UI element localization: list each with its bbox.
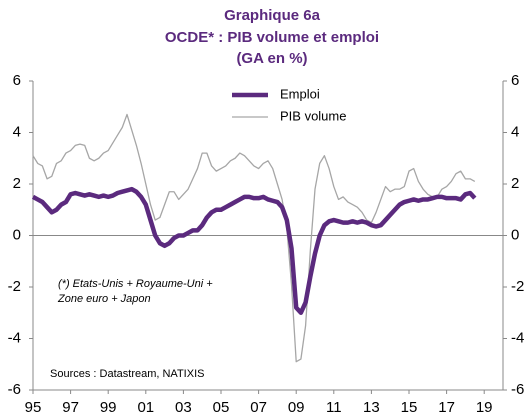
x-tick-label: 17	[438, 399, 455, 416]
data-line	[31, 186, 477, 315]
y2-tick-label: 4	[511, 123, 519, 140]
x-tick-label: 95	[25, 399, 42, 416]
x-tick-label: 03	[175, 399, 192, 416]
y2-tick-label: 0	[511, 226, 519, 243]
x-tick-label: 19	[476, 399, 493, 416]
source: Sources : Datastream, NATIXIS	[50, 368, 204, 380]
y-tick-label: -6	[8, 381, 21, 398]
x-tick-label: 07	[250, 399, 267, 416]
chart-title: Graphique 6a	[224, 7, 321, 24]
y2-tick-label: -4	[511, 329, 524, 346]
y-tick-label: 0	[13, 226, 21, 243]
y-tick-label: 2	[13, 175, 21, 192]
annotation: (*) Etats-Unis + Royaume-Uni +	[58, 278, 213, 290]
y2-tick-label: -2	[511, 278, 524, 295]
y-tick-label: -2	[8, 278, 21, 295]
y2-tick-label: 2	[511, 175, 519, 192]
data-line	[32, 113, 476, 363]
chart-title: (GA en %)	[236, 50, 307, 67]
y-tick-label: 6	[13, 72, 21, 89]
x-tick-label: 01	[137, 399, 154, 416]
y-tick-label: -4	[8, 329, 21, 346]
legend-label: Emploi	[280, 86, 320, 101]
x-tick-label: 05	[213, 399, 230, 416]
x-tick-label: 11	[326, 399, 342, 416]
y2-tick-label: -6	[511, 381, 524, 398]
x-tick-label: 09	[288, 399, 305, 416]
legend-label: PIB volume	[280, 108, 346, 123]
x-tick-label: 97	[62, 399, 79, 416]
chart-title: OCDE* : PIB volume et emploi	[165, 29, 379, 46]
x-tick-label: 99	[100, 399, 117, 416]
annotation: Zone euro + Japon	[57, 293, 151, 305]
y2-tick-label: 6	[511, 72, 519, 89]
x-tick-label: 15	[401, 399, 418, 416]
x-tick-label: 13	[363, 399, 380, 416]
y-tick-label: 4	[13, 123, 21, 140]
